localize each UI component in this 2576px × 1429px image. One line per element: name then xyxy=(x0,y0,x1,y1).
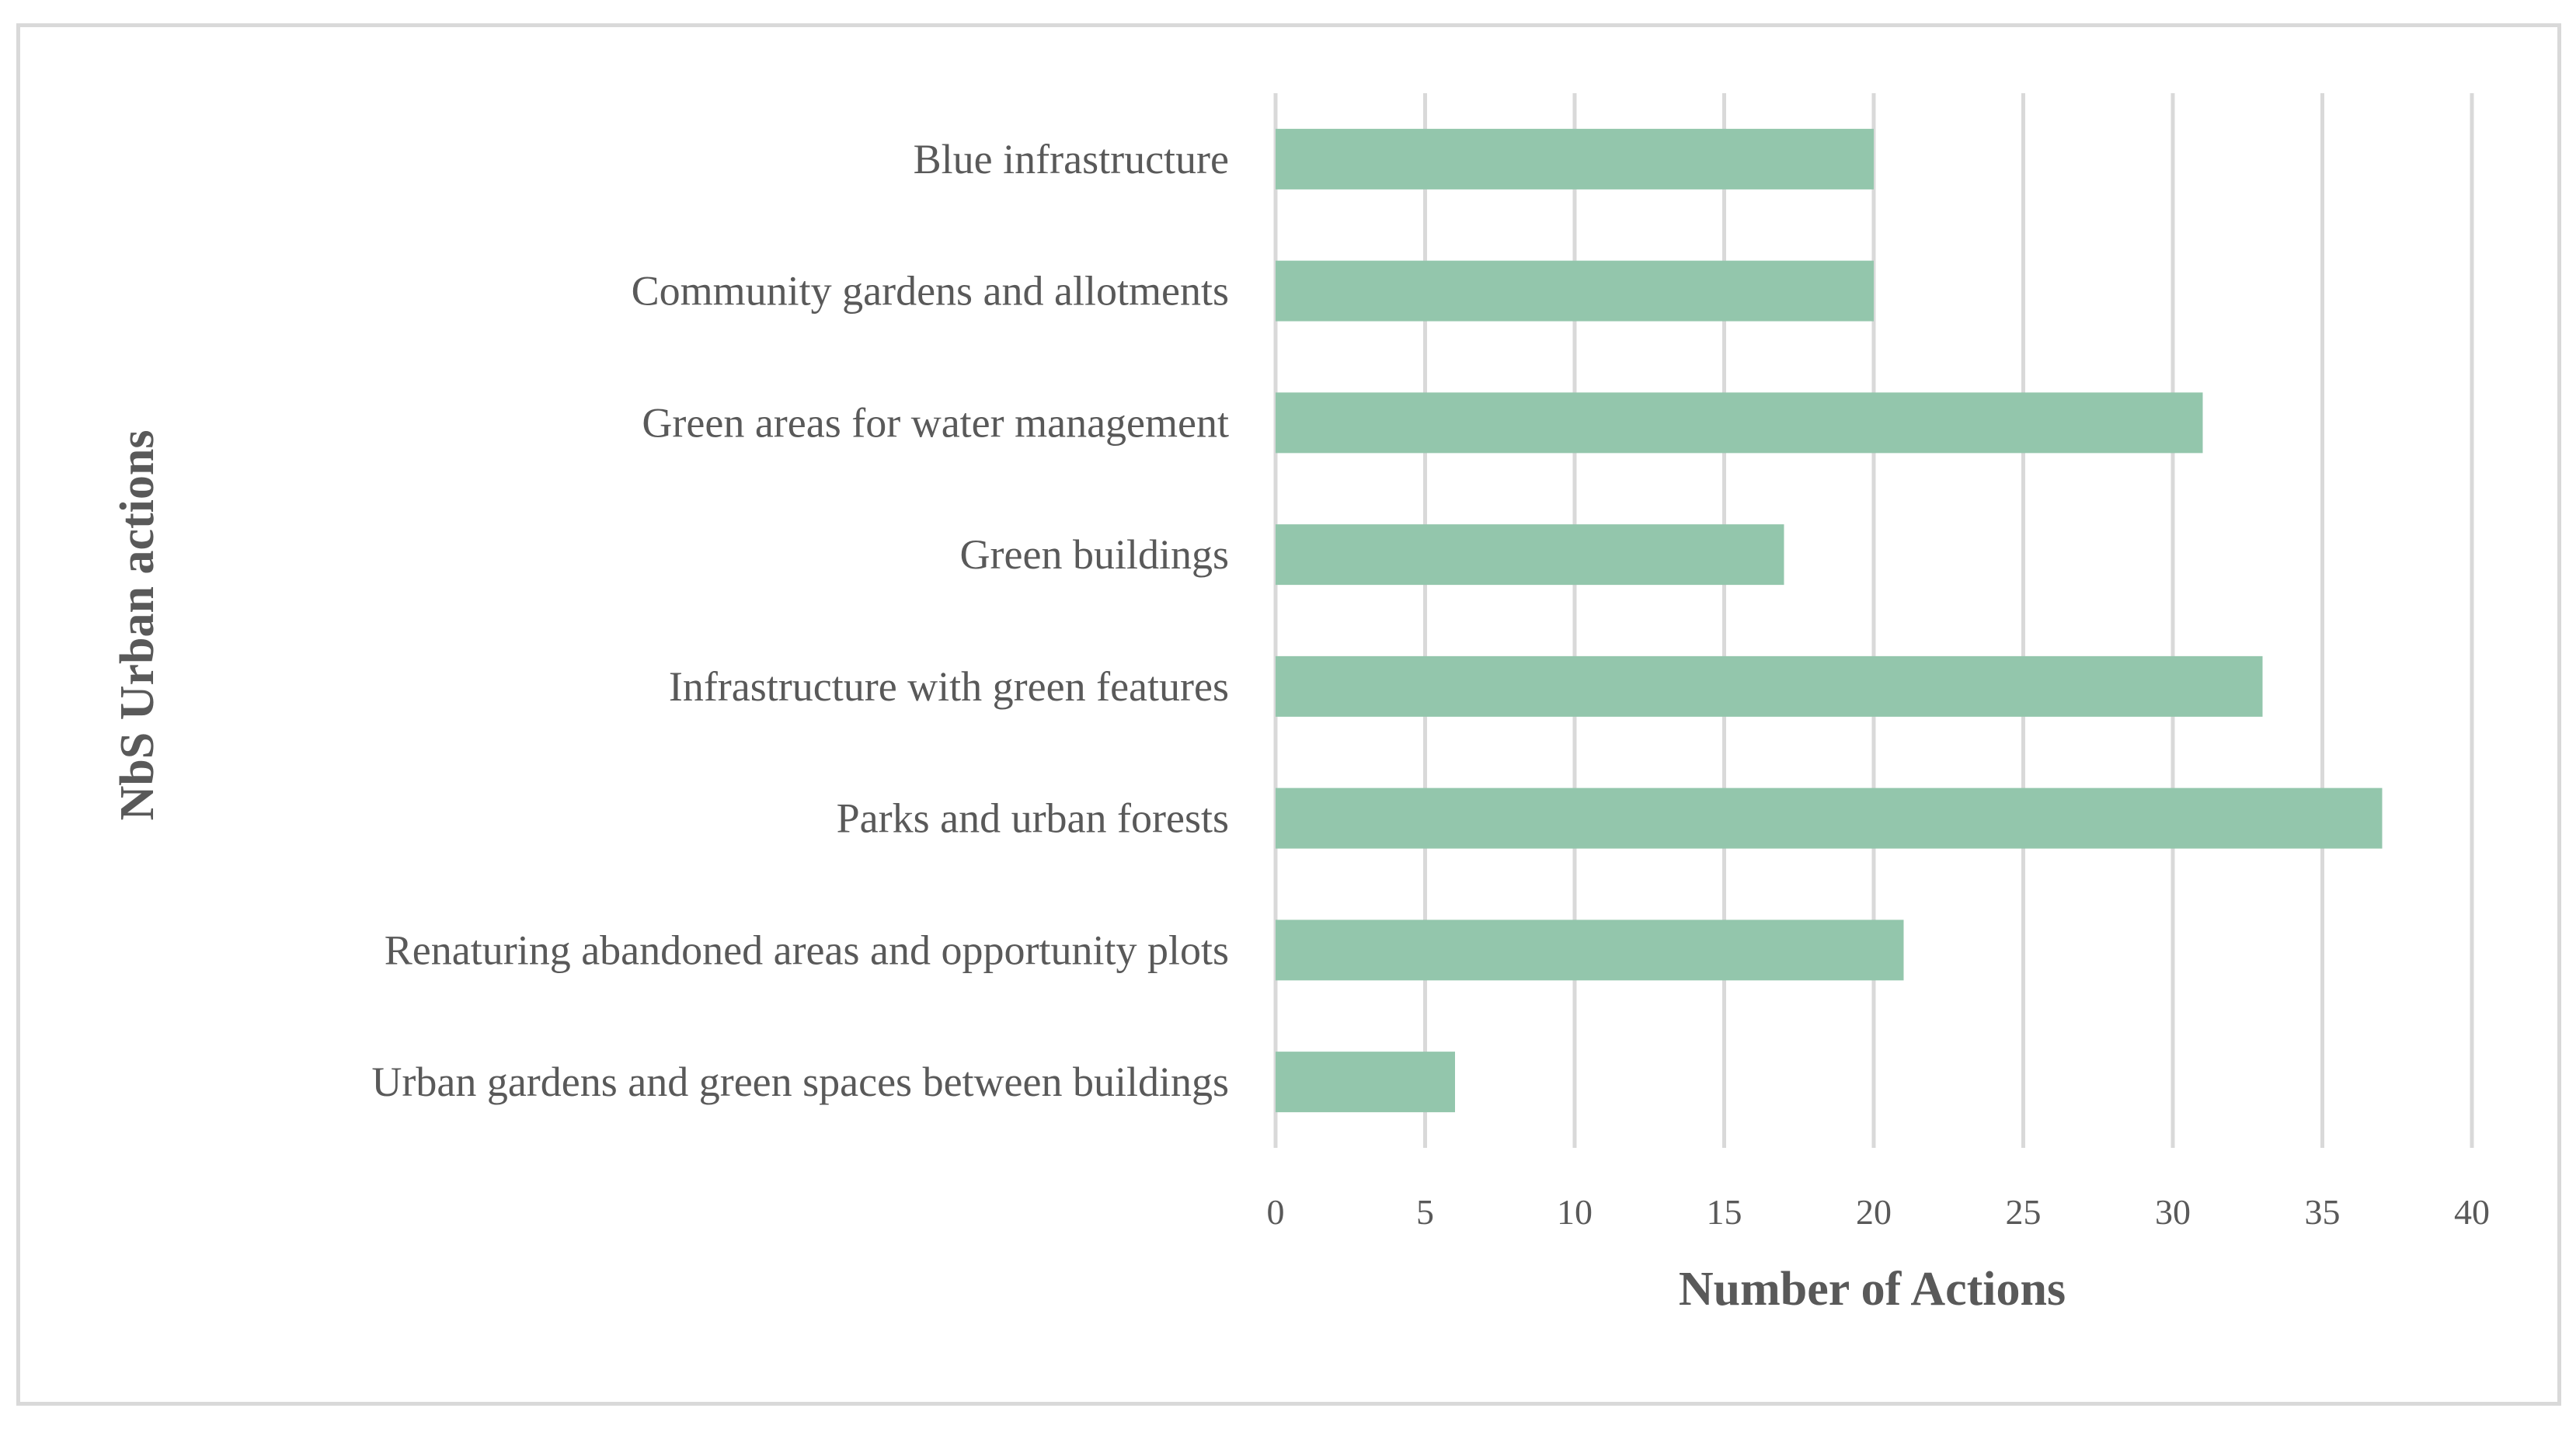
category-label: Green areas for water management xyxy=(642,399,1229,446)
x-tick-label: 30 xyxy=(2155,1192,2191,1232)
x-tick-label: 35 xyxy=(2305,1192,2341,1232)
bar xyxy=(1276,1052,1455,1113)
x-tick-label: 40 xyxy=(2454,1192,2490,1232)
x-tick-label: 5 xyxy=(1416,1192,1434,1232)
category-label: Infrastructure with green features xyxy=(669,663,1229,710)
bar xyxy=(1276,392,2203,454)
category-label: Urban gardens and green spaces between b… xyxy=(371,1059,1229,1105)
x-tick-labels: 0 5 10 15 20 25 30 35 40 xyxy=(1267,1192,2491,1232)
bar xyxy=(1276,260,1874,322)
category-label: Green buildings xyxy=(960,531,1229,578)
bar xyxy=(1276,655,2263,717)
gridlines xyxy=(1273,93,2474,1148)
category-label: Blue infrastructure xyxy=(914,136,1229,183)
x-tick-label: 0 xyxy=(1267,1192,1285,1232)
bar xyxy=(1276,128,1874,189)
x-axis-title: Number of Actions xyxy=(1679,1263,2066,1316)
bar xyxy=(1276,788,2383,849)
x-tick-label: 10 xyxy=(1557,1192,1593,1232)
bar xyxy=(1276,920,1904,981)
bars xyxy=(1276,128,2383,1113)
category-label: Parks and urban forests xyxy=(837,795,1229,842)
x-tick-label: 15 xyxy=(1707,1192,1742,1232)
y-axis-title: NbS Urban actions xyxy=(111,430,164,821)
x-tick-label: 20 xyxy=(1856,1192,1892,1232)
category-label: Community gardens and allotments xyxy=(632,268,1229,315)
bar xyxy=(1276,524,1784,586)
category-label: Renaturing abandoned areas and opportuni… xyxy=(385,927,1229,973)
x-tick-label: 25 xyxy=(2006,1192,2042,1232)
category-labels: Blue infrastructure Community gardens and… xyxy=(371,136,1229,1105)
